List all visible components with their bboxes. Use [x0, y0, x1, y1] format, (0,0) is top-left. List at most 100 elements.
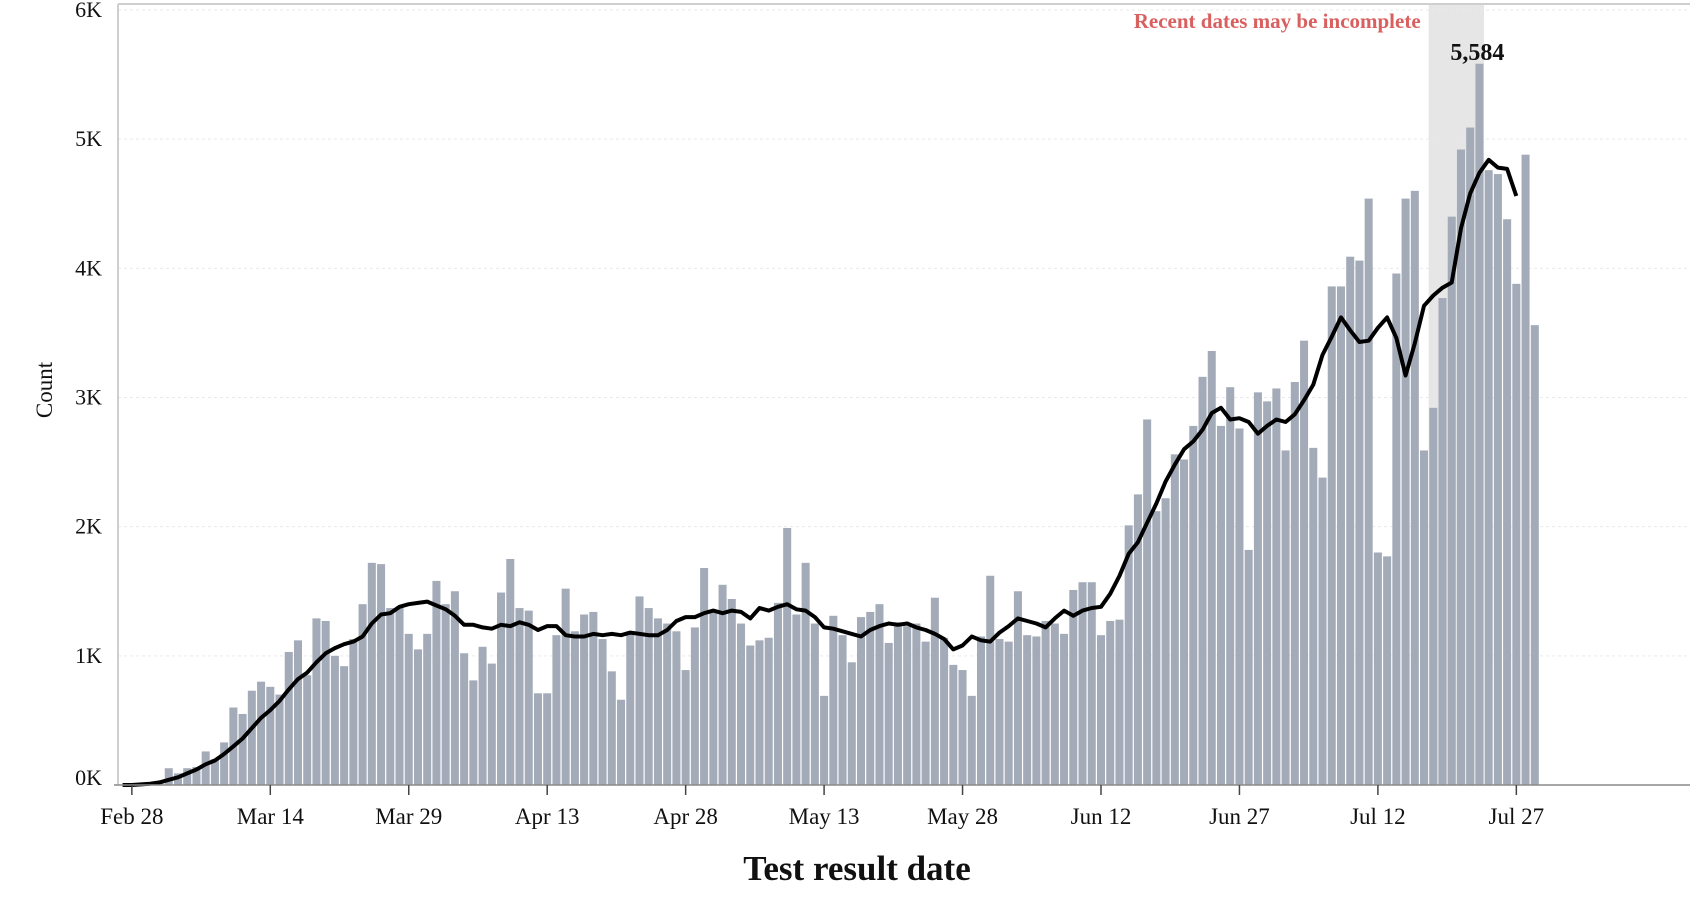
bar [1290, 382, 1299, 785]
bar [450, 591, 459, 785]
bar [1309, 447, 1318, 785]
bar [321, 620, 330, 785]
bar [801, 562, 810, 785]
bar [561, 588, 570, 785]
bar [663, 623, 672, 785]
bar [875, 604, 884, 785]
bar [377, 564, 386, 785]
bar [1004, 641, 1013, 785]
bar [1327, 286, 1336, 785]
bar [506, 558, 515, 785]
bar [1235, 428, 1244, 785]
bar [192, 766, 201, 785]
bar [589, 611, 598, 785]
bar [1438, 298, 1447, 785]
bar [386, 608, 395, 785]
bar-series [137, 63, 1539, 786]
bar [1013, 591, 1022, 785]
y-axis-ticks: 0K 1K 2K 3K 4K 5K 6K [75, 0, 102, 790]
bar [1263, 401, 1272, 785]
bar [1429, 407, 1438, 785]
bar [1383, 556, 1392, 785]
y-tick-label: 4K [75, 255, 102, 280]
bar [1346, 256, 1355, 785]
x-tick-label: Mar 14 [237, 804, 305, 829]
bar [1355, 260, 1364, 785]
x-tick-label: Jun 27 [1209, 804, 1270, 829]
bar [1096, 635, 1106, 785]
bar [257, 681, 266, 785]
bar [1281, 450, 1290, 785]
bar [930, 597, 939, 785]
bar [653, 618, 662, 785]
bar [164, 768, 173, 785]
bar [940, 637, 949, 785]
bar [893, 622, 902, 785]
bar [1124, 525, 1133, 785]
bar [358, 604, 367, 785]
bar [644, 608, 653, 785]
bar [432, 580, 441, 785]
bar [958, 670, 967, 785]
bar [275, 694, 284, 785]
bar [626, 631, 635, 785]
moving-average-line [122, 157, 1519, 787]
bar [718, 584, 727, 785]
bar [1189, 425, 1198, 785]
bar [413, 649, 422, 785]
bar [810, 623, 819, 785]
bar [220, 742, 229, 785]
bar [1300, 340, 1309, 785]
bar [1133, 494, 1142, 785]
bar [976, 636, 986, 785]
bar [1364, 198, 1373, 786]
bar [303, 675, 312, 785]
bar [1161, 498, 1170, 785]
bar [210, 759, 219, 785]
bar [441, 604, 450, 785]
bar [1401, 198, 1410, 786]
bar [247, 690, 256, 785]
bar [570, 631, 579, 785]
bar [1050, 623, 1059, 785]
bar [635, 596, 644, 785]
bar [1170, 454, 1179, 785]
bar [1373, 552, 1382, 785]
bar [709, 611, 718, 785]
bar [690, 627, 699, 785]
x-tick-label: Apr 28 [653, 804, 718, 829]
bar [1530, 325, 1539, 785]
bar [580, 614, 589, 785]
bar [312, 618, 321, 785]
bar [524, 610, 533, 785]
bar [598, 639, 607, 785]
bar [293, 640, 302, 785]
bar [1521, 154, 1530, 785]
bar [995, 639, 1004, 785]
bar [487, 663, 496, 785]
bar [617, 699, 626, 785]
bar [423, 633, 432, 785]
bar [921, 641, 930, 785]
bar [1143, 419, 1152, 785]
bar [1475, 63, 1484, 785]
bar [829, 615, 838, 785]
bar [330, 655, 339, 785]
bar [1226, 387, 1235, 785]
bar [773, 602, 782, 785]
bar [478, 646, 487, 785]
y-tick-label: 2K [75, 514, 102, 539]
x-tick-label: Apr 13 [515, 804, 580, 829]
bar [1060, 633, 1069, 785]
peak-value-label: 5,584 [1450, 40, 1504, 66]
bar [857, 617, 866, 785]
y-axis-label: Count [32, 361, 57, 418]
y-tick-label: 3K [75, 385, 102, 410]
bar [469, 680, 478, 785]
bar [681, 670, 690, 785]
y-tick-label: 1K [75, 643, 102, 668]
bar [1420, 450, 1429, 785]
bar [847, 662, 856, 785]
bar [903, 626, 912, 785]
